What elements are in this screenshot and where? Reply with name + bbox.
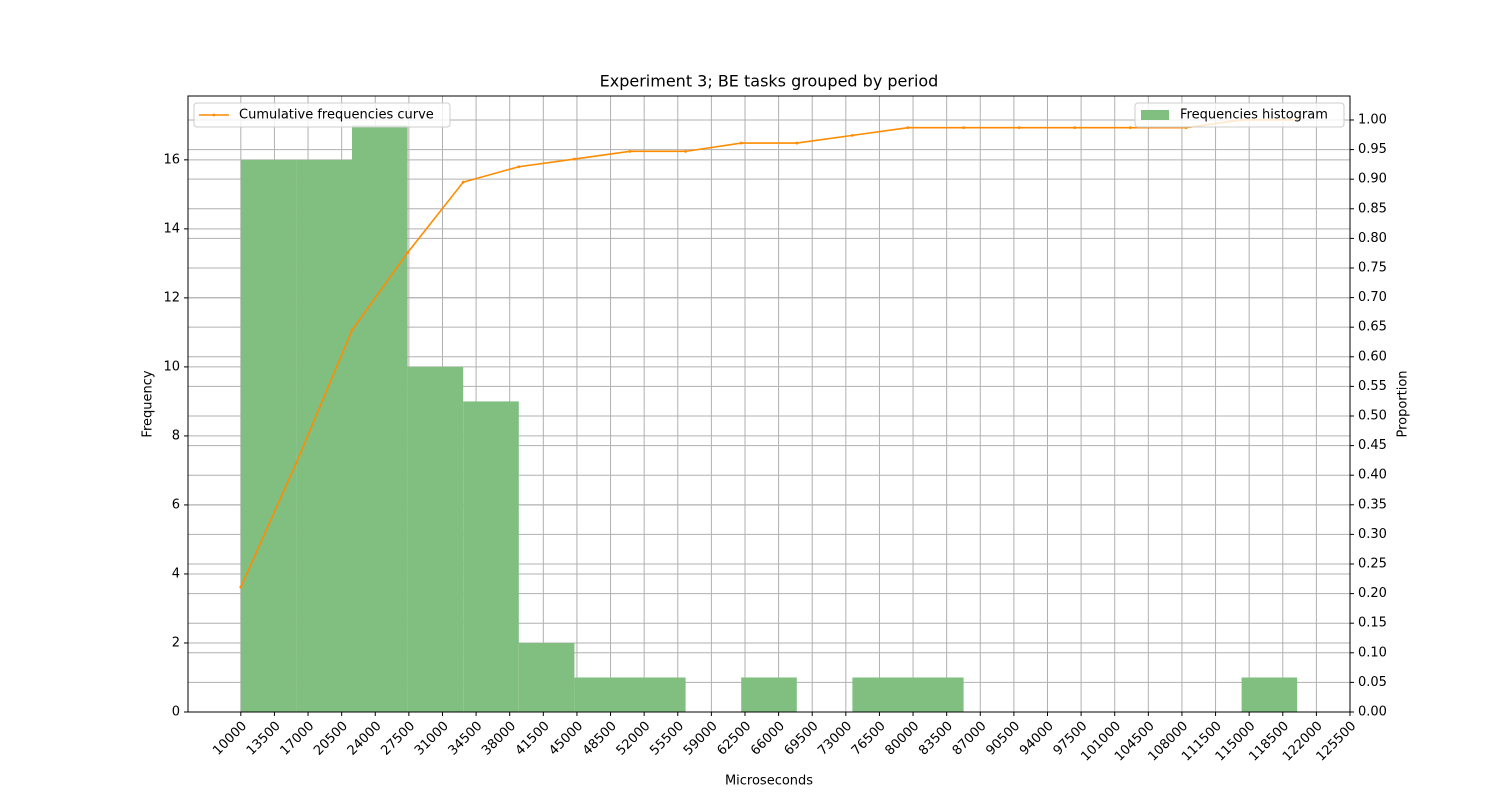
y2-tick-label: 0.65: [1358, 320, 1387, 335]
histogram-bar: [240, 159, 297, 712]
y2-tick-label: 0.75: [1358, 260, 1387, 275]
line-marker: [628, 149, 632, 153]
histogram-bar: [518, 642, 575, 712]
line-marker: [461, 180, 465, 184]
y-tick-label: 4: [172, 566, 180, 581]
y-tick-label: 8: [172, 428, 180, 443]
line-marker: [962, 126, 965, 130]
y2-tick-label: 0.10: [1358, 645, 1387, 660]
y2-tick-label: 0.40: [1358, 468, 1387, 483]
x-tick-label: 24000: [345, 719, 385, 759]
y-tick-label: 2: [172, 635, 180, 650]
histogram-bar: [852, 677, 908, 712]
y-tick-label: 10: [163, 359, 180, 374]
x-tick-label: 52000: [614, 719, 654, 759]
x-tick-label: 73000: [815, 719, 855, 759]
histogram-bar: [741, 677, 797, 712]
cumulative-line: [240, 119, 1298, 588]
histogram-bar: [907, 677, 964, 712]
y2-tick-label: 0.00: [1358, 705, 1387, 720]
line-marker: [517, 165, 521, 169]
y2-tick-label: 0.30: [1358, 527, 1387, 542]
line-marker: [795, 141, 799, 145]
line-marker: [850, 133, 854, 137]
legend-box: [193, 102, 451, 128]
x-tick-label: 13500: [244, 719, 284, 759]
y2-tick-label: 0.60: [1358, 349, 1387, 364]
y2-tick-label: 0.50: [1358, 408, 1387, 423]
y-tick-label: 14: [163, 221, 180, 236]
x-tick-label: 27500: [378, 719, 418, 759]
x-tick-label: 87000: [950, 719, 990, 759]
x-tick-label: 80000: [883, 719, 923, 759]
x-tick-label: 31000: [412, 719, 452, 759]
y-tick-label: 0: [172, 705, 180, 720]
y2-tick-label: 0.70: [1358, 290, 1387, 305]
line-marker: [739, 141, 743, 145]
x-tick-label: 10000: [210, 719, 250, 759]
histogram-bar: [407, 366, 464, 712]
y-tick-label: 12: [163, 290, 180, 305]
line-marker: [295, 461, 298, 465]
y2-tick-label: 0.95: [1358, 142, 1387, 157]
y2-tick-label: 0.85: [1358, 201, 1387, 216]
plot-frame: [187, 95, 1351, 713]
x-tick-label: 17000: [277, 719, 317, 759]
x-tick-label: 59000: [681, 719, 721, 759]
x-tick-label: 48500: [580, 719, 620, 759]
x-tick-label: 34500: [446, 719, 486, 759]
histogram-bar: [296, 159, 353, 712]
line-marker: [1128, 126, 1132, 130]
legend-label: Cumulative frequencies curve: [239, 108, 434, 123]
x-tick-label: 90500: [983, 719, 1023, 759]
y2-tick-label: 0.45: [1358, 438, 1387, 453]
line-marker: [906, 126, 910, 130]
x-tick-label: 55500: [647, 719, 687, 759]
histogram-bar: [352, 125, 408, 713]
y2-tick-label: 1.00: [1358, 112, 1387, 127]
line-marker: [406, 251, 410, 254]
y-axis-label: Frequency: [141, 370, 156, 437]
y-tick-label: 6: [172, 497, 180, 512]
y2-tick-label: 0.20: [1358, 586, 1387, 601]
y2-tick-label: 0.35: [1358, 497, 1387, 512]
x-tick-label: 41500: [513, 719, 553, 759]
histogram-bar: [574, 677, 631, 712]
x-tick-label: 94000: [1017, 719, 1057, 759]
x-axis-label: Microseconds: [725, 774, 813, 789]
legend-swatch: [1141, 110, 1169, 120]
histogram-bar: [630, 677, 686, 712]
x-tick-label: 62500: [714, 719, 754, 759]
x-tick-label: 66000: [748, 719, 788, 759]
x-tick-label: 69500: [782, 719, 822, 759]
y2-tick-label: 0.90: [1358, 172, 1387, 187]
legend-box: [1134, 102, 1345, 128]
y2-tick-label: 0.25: [1358, 556, 1387, 571]
x-tick-label: 76500: [849, 719, 889, 759]
line-marker: [684, 149, 688, 153]
histogram-bar: [463, 401, 519, 712]
y2-tick-label: 0.05: [1358, 675, 1387, 690]
histogram-bar: [1241, 677, 1298, 712]
y2-tick-label: 0.15: [1358, 616, 1387, 631]
line-marker: [239, 585, 243, 589]
line-marker: [1073, 126, 1077, 130]
y2-tick-label: 0.55: [1358, 379, 1387, 394]
x-tick-label: 45000: [546, 719, 586, 759]
x-tick-label: 20500: [311, 719, 351, 759]
legend-swatch-marker: [212, 113, 216, 117]
chart-title: Experiment 3; BE tasks grouped by period: [600, 72, 939, 91]
y-tick-label: 16: [163, 152, 180, 167]
y2-axis-label: Proportion: [1396, 370, 1411, 437]
x-tick-label: 38000: [479, 719, 519, 759]
y2-tick-label: 0.80: [1358, 231, 1387, 246]
x-tick-label: 83500: [916, 719, 956, 759]
legend-label: Frequencies histogram: [1180, 108, 1328, 123]
line-marker: [1017, 126, 1021, 130]
line-marker: [350, 328, 354, 332]
line-marker: [573, 157, 576, 161]
